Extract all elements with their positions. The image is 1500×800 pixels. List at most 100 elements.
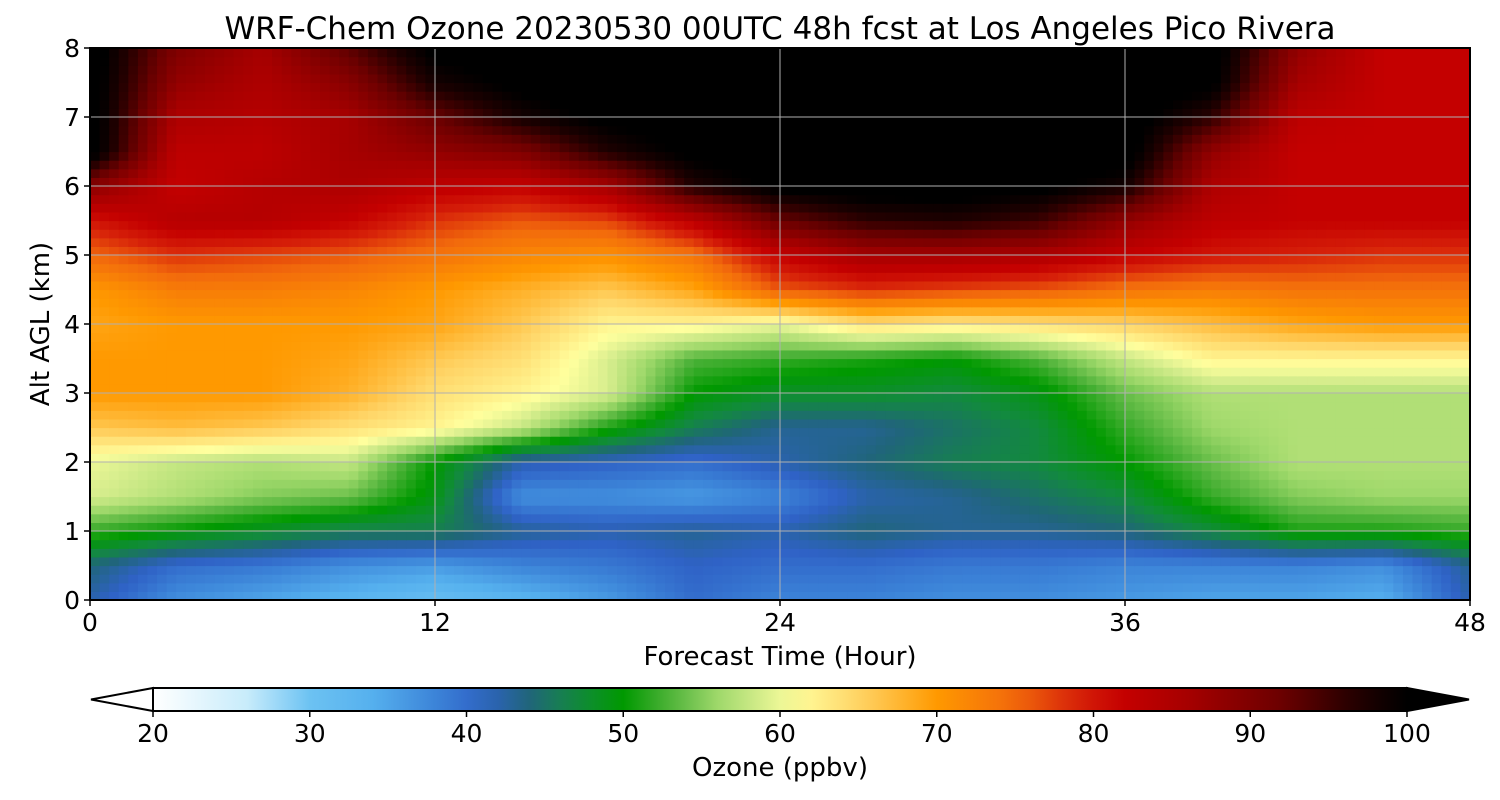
heatmap-cell <box>895 453 906 463</box>
heatmap-cell <box>645 341 657 351</box>
heatmap-cell <box>875 505 887 515</box>
heatmap-cell <box>530 358 542 368</box>
heatmap-cell <box>1240 453 1251 463</box>
heatmap-cell <box>1048 591 1059 600</box>
heatmap-cell <box>751 324 762 334</box>
heatmap-cell <box>780 496 791 506</box>
heatmap-cell <box>617 487 628 498</box>
heatmap-cell <box>1010 349 1021 360</box>
heatmap-cell <box>569 315 580 325</box>
heatmap-cell <box>856 487 867 498</box>
heatmap-cell <box>578 427 589 437</box>
heatmap-cell <box>780 453 791 463</box>
heatmap-cell <box>559 375 570 385</box>
heatmap-cell <box>1345 462 1356 472</box>
heatmap-cell <box>540 384 551 394</box>
heatmap-cell <box>1402 496 1414 506</box>
heatmap-cell <box>377 349 388 360</box>
heatmap-cell <box>789 324 800 334</box>
heatmap-cell <box>454 341 465 351</box>
heatmap-cell <box>1153 418 1164 429</box>
heatmap-cell <box>185 496 197 506</box>
heatmap-cell <box>665 479 676 489</box>
heatmap-cell <box>1259 582 1270 592</box>
heatmap-cell <box>990 341 1002 351</box>
heatmap-cell <box>1086 453 1097 463</box>
heatmap-cell <box>617 453 628 463</box>
heatmap-cell <box>1297 539 1308 549</box>
heatmap-cell <box>799 453 810 463</box>
heatmap-cell <box>157 522 168 532</box>
heatmap-cell <box>358 548 369 558</box>
heatmap-cell <box>895 410 906 420</box>
heatmap-cell <box>387 393 398 403</box>
heatmap-cell <box>435 565 446 575</box>
heatmap-cell <box>1259 556 1270 567</box>
heatmap-cell <box>674 453 685 463</box>
heatmap-cell <box>1307 444 1318 454</box>
heatmap-cell <box>1134 401 1145 411</box>
heatmap-cell <box>396 479 407 489</box>
heatmap-cell <box>1278 505 1289 515</box>
heatmap-cell <box>310 539 321 549</box>
heatmap-cell <box>1086 539 1097 549</box>
heatmap-cell <box>904 427 915 437</box>
heatmap-cell <box>252 522 264 532</box>
heatmap-cell <box>1086 565 1097 575</box>
heatmap-cell <box>166 453 177 463</box>
heatmap-cell <box>1077 349 1088 360</box>
heatmap-cell <box>1402 341 1414 351</box>
heatmap-cell <box>291 418 302 429</box>
heatmap-cell <box>1374 505 1385 515</box>
heatmap-cell <box>463 556 474 567</box>
heatmap-cell <box>712 393 724 403</box>
heatmap-cell <box>444 487 455 498</box>
heatmap-cell <box>1249 591 1260 600</box>
heatmap-cell <box>885 453 896 463</box>
heatmap-cell <box>205 531 216 541</box>
heatmap-cell <box>1460 418 1470 429</box>
heatmap-cell <box>147 341 158 351</box>
heatmap-cell <box>348 401 359 411</box>
heatmap-cell <box>205 574 216 584</box>
heatmap-cell <box>281 539 292 549</box>
heatmap-cell <box>118 315 129 325</box>
heatmap-cell <box>578 315 589 325</box>
heatmap-cell <box>454 444 465 454</box>
heatmap-cell <box>665 522 676 532</box>
heatmap-cell <box>435 367 446 377</box>
heatmap-cell <box>674 565 685 575</box>
heatmap-cell <box>780 375 791 385</box>
heatmap-cell <box>435 462 446 472</box>
heatmap-cell <box>482 367 494 377</box>
heatmap-cell <box>1355 418 1366 429</box>
heatmap-cell <box>367 496 379 506</box>
heatmap-cell <box>1029 375 1040 385</box>
heatmap-cell <box>1029 427 1040 437</box>
heatmap-cell <box>157 384 168 394</box>
heatmap-cell <box>578 591 589 600</box>
heatmap-cell <box>885 462 896 472</box>
heatmap-cell <box>195 306 206 316</box>
heatmap-cell <box>387 496 398 506</box>
heatmap-cell <box>214 462 225 472</box>
heatmap-cell <box>425 393 436 403</box>
heatmap-cell <box>732 574 743 584</box>
heatmap-cell <box>1182 306 1193 316</box>
heatmap-cell <box>703 358 714 368</box>
heatmap-cell <box>1364 582 1375 592</box>
heatmap-cell <box>780 324 791 334</box>
heatmap-cell <box>1144 358 1155 368</box>
heatmap-cell <box>435 341 446 351</box>
heatmap-cell <box>665 548 676 558</box>
heatmap-cell <box>875 513 887 523</box>
heatmap-cell <box>1105 470 1117 480</box>
heatmap-cell <box>665 315 676 325</box>
heatmap-cell <box>1182 375 1193 385</box>
heatmap-cell <box>1450 393 1462 403</box>
heatmap-cell <box>262 522 273 532</box>
heatmap-cell <box>799 401 810 411</box>
heatmap-cell <box>942 479 954 489</box>
heatmap-cell <box>262 453 273 463</box>
heatmap-cell <box>281 565 292 575</box>
